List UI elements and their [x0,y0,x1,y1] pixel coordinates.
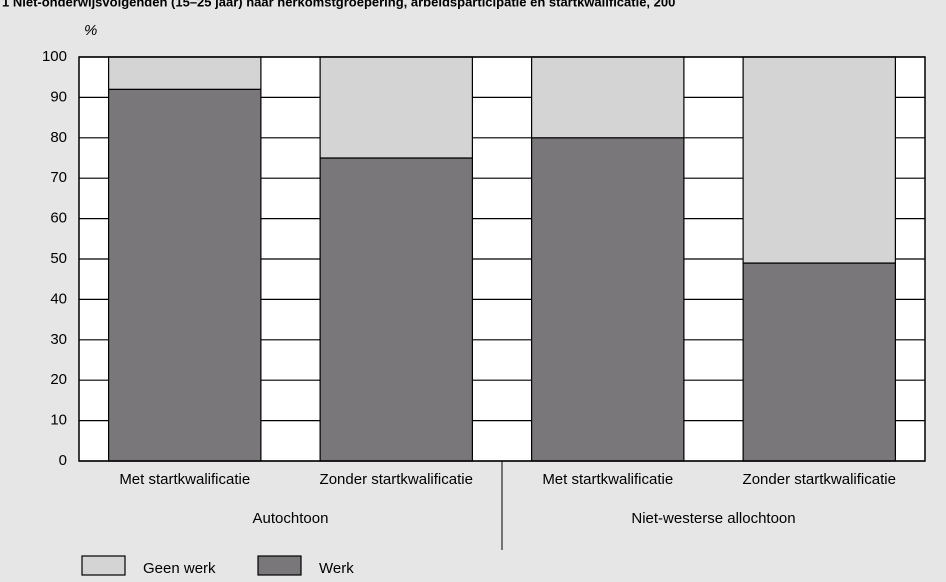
x-tick-label: Met startkwalificatie [119,471,250,488]
bar-segment [319,56,473,159]
legend-label: Geen werk [143,560,216,577]
group-label: Autochtoon [253,510,329,527]
bar-segment [531,56,685,139]
legend-label: Werk [319,560,354,577]
legend-swatch [257,555,302,576]
y-tick-label: 30 [50,331,67,348]
y-tick-label: 60 [50,210,67,227]
x-tick-label: Zonder startkwalificatie [743,471,896,488]
y-tick-label: 90 [50,88,67,105]
y-tick-label: 80 [50,129,67,146]
bar-segment [108,56,262,90]
y-tick-label: 40 [50,290,67,307]
chart-title: 1 Niet-onderwijsvolgenden (15–25 jaar) n… [2,0,675,9]
y-tick-label: 0 [59,452,67,469]
group-label: Niet-westerse allochtoon [631,510,795,527]
y-tick-label: 20 [50,371,67,388]
y-tick-label: 50 [50,250,67,267]
bar-segment [742,56,896,264]
bar-segment [108,88,262,462]
y-tick-label: 70 [50,169,67,186]
legend-swatch [81,555,126,576]
bar-segment [531,137,685,462]
y-tick-label: 100 [42,48,67,65]
y-tick-label: 10 [50,412,67,429]
y-unit: % [84,22,97,39]
x-tick-label: Met startkwalificatie [542,471,673,488]
bar-segment [742,262,896,462]
x-tick-label: Zonder startkwalificatie [320,471,473,488]
bar-segment [319,157,473,462]
